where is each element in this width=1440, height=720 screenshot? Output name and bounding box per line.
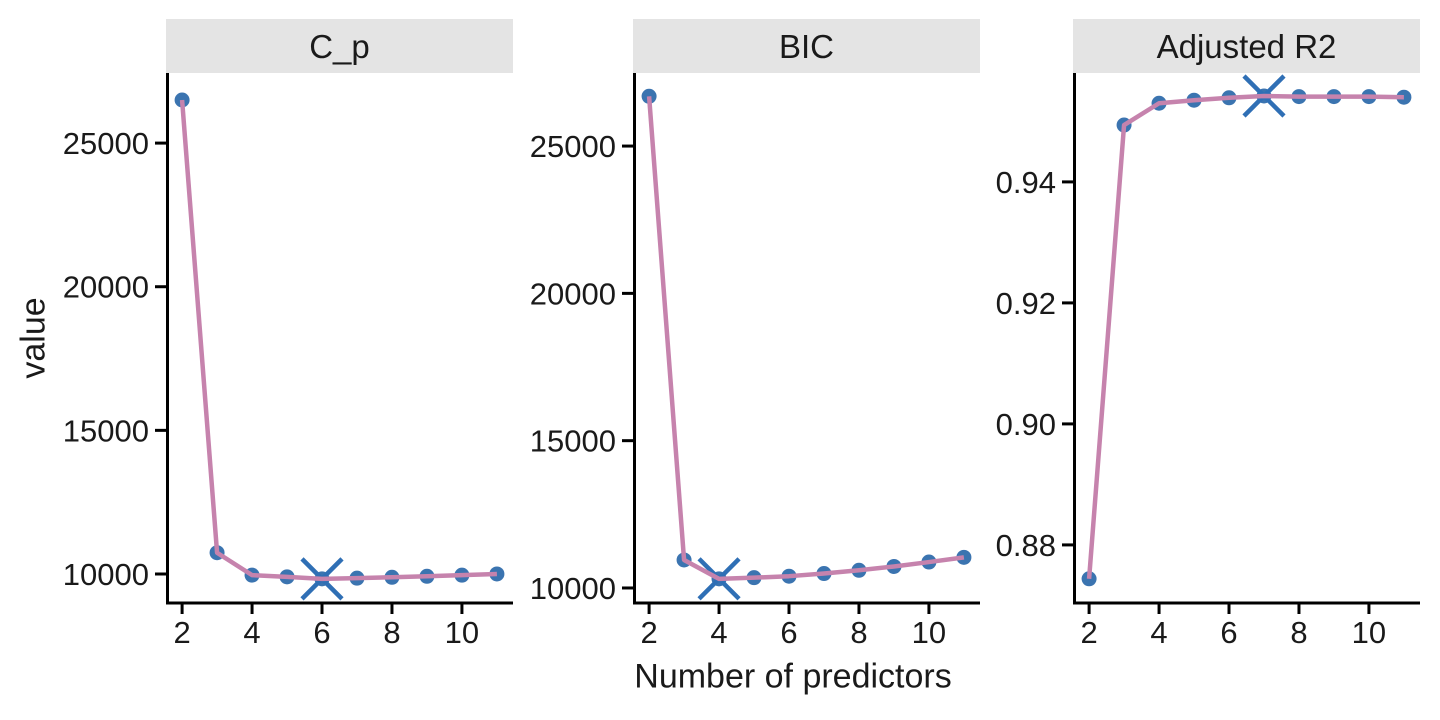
y-tick-label: 0.90	[996, 407, 1056, 442]
y-tick-label: 0.92	[996, 286, 1056, 321]
x-tick-label: 2	[640, 615, 657, 650]
facet-strip-label: C_p	[309, 27, 370, 65]
x-tick-label: 6	[1220, 615, 1237, 650]
facet-strip-label: BIC	[778, 27, 834, 65]
facet-strip-label: Adjusted R2	[1156, 27, 1337, 65]
y-axis-title: value	[14, 297, 53, 379]
x-tick-label: 6	[780, 615, 797, 650]
y-tick-label: 0.94	[996, 165, 1056, 200]
data-point	[641, 88, 657, 104]
y-tick-label: 10000	[530, 571, 616, 606]
y-tick-label: 25000	[530, 129, 616, 164]
facet-bic: BIC 10000 15000 20000 25000 2 4 6 8 10	[530, 19, 980, 679]
facet-strip: C_p	[166, 19, 513, 73]
x-tick-label: 10	[1352, 615, 1386, 650]
facet-panel: 10000 15000 20000 25000 2 4 6 8 10	[530, 73, 980, 650]
y-tick-label: 0.88	[996, 528, 1056, 563]
y-tick-label: 25000	[63, 126, 149, 161]
data-point	[174, 92, 190, 108]
data-line	[646, 96, 965, 582]
x-tick-label: 8	[383, 615, 400, 650]
data-point	[1081, 571, 1097, 587]
data-point	[1396, 89, 1412, 105]
y-tick-label: 10000	[63, 557, 149, 592]
facet-strip: BIC	[633, 19, 980, 73]
x-tick-label: 4	[1150, 615, 1167, 650]
data-point	[956, 549, 972, 565]
data-line	[1086, 93, 1404, 579]
facet-panel: 0.88 0.90 0.92 0.94 2 4 6 8 10	[996, 73, 1420, 650]
x-tick-label: 6	[313, 615, 330, 650]
y-tick-label: 15000	[530, 424, 616, 459]
x-tick-label: 4	[243, 615, 260, 650]
facet-panel: 10000 15000 20000 25000 2 4 6 8 10	[63, 73, 513, 650]
facet-adjr2: Adjusted R2 0.88 0.90 0.92 0.94 2 4 6 8 10	[996, 19, 1420, 679]
facet-strip: Adjusted R2	[1073, 19, 1420, 73]
x-tick-label: 10	[445, 615, 479, 650]
y-tick-label: 20000	[63, 270, 149, 305]
x-tick-label: 8	[850, 615, 867, 650]
x-tick-label: 4	[710, 615, 727, 650]
x-axis-title: Number of predictors	[634, 657, 952, 696]
facet-cp: C_p 10000 15000 20000 25000 2 4 6 8 10	[63, 19, 513, 679]
data-line	[179, 99, 497, 582]
y-tick-label: 20000	[530, 276, 616, 311]
x-tick-label: 8	[1290, 615, 1307, 650]
y-tick-label: 15000	[63, 413, 149, 448]
x-tick-label: 2	[173, 615, 190, 650]
x-tick-label: 2	[1080, 615, 1097, 650]
x-tick-label: 10	[912, 615, 946, 650]
